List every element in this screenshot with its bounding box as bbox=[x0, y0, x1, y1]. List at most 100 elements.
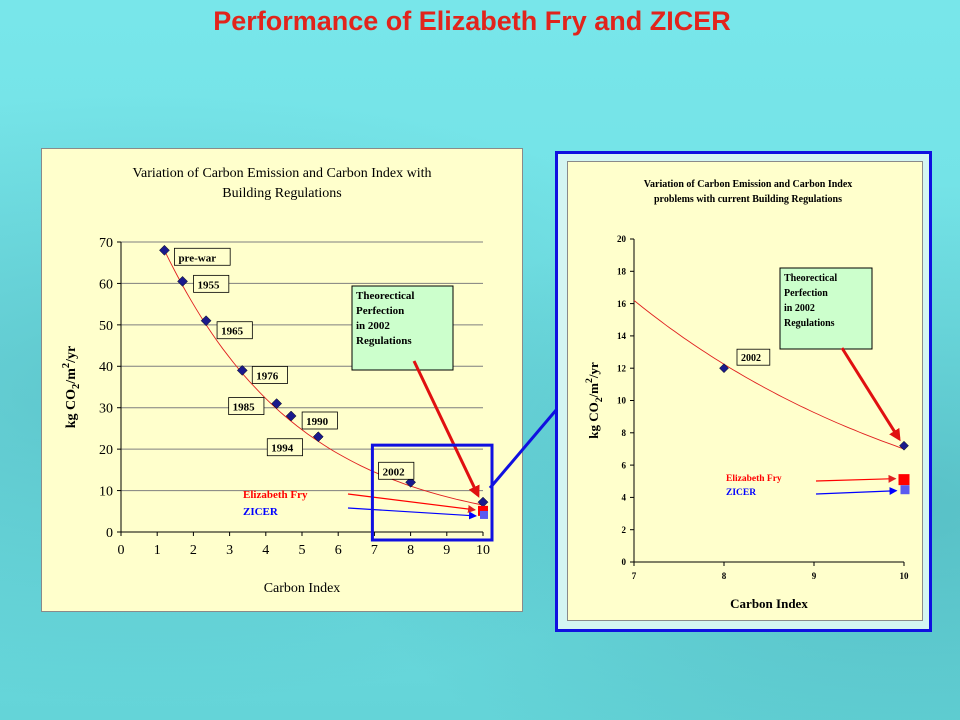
point-label-box bbox=[378, 461, 415, 480]
point-label: 1976 bbox=[256, 370, 279, 382]
annotation-arrow bbox=[840, 347, 901, 442]
point-label: 1965 bbox=[221, 326, 244, 338]
annotation-text: in 2002 bbox=[784, 303, 815, 314]
point-label: 2002 bbox=[383, 466, 406, 478]
x-axis-label: Carbon Index bbox=[264, 581, 341, 596]
x-tick-label: 0 bbox=[118, 543, 125, 558]
y-tick-label: 2 bbox=[622, 525, 627, 535]
x-tick-label: 9 bbox=[443, 543, 450, 558]
x-tick-label: 10 bbox=[900, 571, 910, 581]
point-label-box bbox=[301, 411, 338, 430]
data-point bbox=[177, 276, 188, 287]
chart-left: Variation of Carbon Emission and Carbon … bbox=[41, 148, 523, 612]
point-label: 1990 bbox=[306, 416, 329, 428]
x-tick-label: 1 bbox=[154, 543, 161, 558]
elizabeth-fry-marker bbox=[898, 474, 910, 486]
y-tick-label: 60 bbox=[99, 277, 113, 292]
data-point bbox=[236, 365, 248, 376]
point-label-box bbox=[228, 397, 265, 415]
x-tick-label: 10 bbox=[476, 543, 490, 558]
trend-line bbox=[163, 250, 484, 506]
annotation-text: Theorectical bbox=[784, 273, 837, 284]
x-tick-label: 6 bbox=[335, 543, 342, 558]
data-point bbox=[159, 244, 170, 256]
y-tick-label: 20 bbox=[99, 443, 113, 458]
elizabeth-fry-arrow bbox=[815, 474, 897, 483]
point-label: pre-war bbox=[178, 252, 216, 264]
chart-right: Variation of Carbon Emission and Carbon … bbox=[567, 161, 923, 621]
point-label: 2002 bbox=[741, 353, 761, 364]
annotation-text: Theorectical bbox=[356, 290, 414, 302]
y-axis-label: kg CO2/m2/yr bbox=[584, 362, 605, 439]
x-tick-label: 2 bbox=[190, 543, 197, 558]
zicer-label: ZICER bbox=[243, 506, 279, 518]
annotation-box bbox=[779, 267, 873, 350]
x-tick-label: 3 bbox=[226, 543, 233, 558]
y-tick-label: 12 bbox=[617, 363, 627, 373]
elizabeth-fry-marker bbox=[478, 505, 488, 516]
zicer-marker bbox=[900, 485, 910, 495]
data-point bbox=[899, 440, 909, 451]
data-point bbox=[271, 398, 283, 409]
x-tick-label: 7 bbox=[632, 571, 637, 581]
x-tick-label: 8 bbox=[722, 571, 727, 581]
chart-left-svg: Variation of Carbon Emission and Carbon … bbox=[61, 166, 494, 596]
zicer-arrow bbox=[347, 507, 477, 520]
slide-title: Performance of Elizabeth Fry and ZICER bbox=[213, 6, 731, 36]
x-tick-label: 5 bbox=[299, 543, 306, 558]
y-tick-label: 10 bbox=[617, 396, 627, 406]
zicer-marker bbox=[480, 510, 488, 519]
y-tick-label: 0 bbox=[622, 557, 627, 567]
point-label: 1985 bbox=[233, 402, 256, 414]
elizabeth-fry-label: Elizabeth Fry bbox=[726, 474, 782, 484]
chart-right-svg: Variation of Carbon Emission and Carbon … bbox=[584, 179, 910, 611]
data-point bbox=[285, 410, 297, 422]
data-point bbox=[405, 476, 416, 488]
y-tick-label: 70 bbox=[99, 236, 113, 251]
x-tick-label: 7 bbox=[371, 543, 378, 558]
y-tick-label: 14 bbox=[617, 331, 627, 341]
y-tick-label: 6 bbox=[622, 460, 627, 470]
y-tick-label: 10 bbox=[99, 484, 113, 499]
point-label: 1955 bbox=[198, 279, 221, 291]
x-tick-label: 9 bbox=[812, 571, 817, 581]
trend-line bbox=[633, 300, 905, 450]
chart-title-line: Building Regulations bbox=[222, 186, 341, 201]
annotation-text: Perfection bbox=[784, 288, 828, 299]
annotation-text: Perfection bbox=[356, 305, 404, 317]
zicer-label: ZICER bbox=[726, 488, 756, 498]
point-label-box bbox=[193, 274, 230, 293]
y-tick-label: 20 bbox=[617, 234, 627, 244]
x-tick-label: 4 bbox=[262, 543, 269, 558]
x-tick-label: 8 bbox=[407, 543, 414, 558]
chart-title-line: Variation of Carbon Emission and Carbon … bbox=[132, 166, 431, 181]
elizabeth-fry-label: Elizabeth Fry bbox=[243, 489, 308, 501]
annotation-text: Regulations bbox=[356, 335, 412, 347]
annotation-text: Regulations bbox=[784, 318, 835, 329]
chart-title-line: problems with current Building Regulatio… bbox=[654, 194, 842, 205]
point-label-box bbox=[736, 348, 771, 366]
y-tick-label: 30 bbox=[99, 402, 113, 417]
y-tick-label: 40 bbox=[99, 360, 113, 375]
annotation-box bbox=[351, 285, 454, 371]
zoom-frame: Variation of Carbon Emission and Carbon … bbox=[555, 151, 932, 632]
zoom-connector-line bbox=[488, 408, 559, 489]
y-tick-label: 18 bbox=[617, 266, 627, 276]
elizabeth-fry-arrow bbox=[347, 493, 476, 513]
annotation-arrow bbox=[412, 360, 480, 498]
data-point bbox=[312, 431, 324, 443]
y-tick-label: 4 bbox=[622, 493, 627, 503]
y-axis-label: kg CO2/m2/yr bbox=[61, 346, 82, 428]
point-label-box bbox=[174, 247, 231, 266]
data-point bbox=[719, 363, 729, 374]
y-tick-label: 0 bbox=[106, 526, 113, 541]
y-tick-label: 16 bbox=[617, 299, 627, 309]
y-tick-label: 8 bbox=[622, 428, 627, 438]
zoom-region-box bbox=[370, 443, 494, 542]
point-label-box bbox=[266, 438, 303, 457]
zicer-arrow bbox=[815, 486, 898, 495]
data-point bbox=[200, 315, 212, 327]
annotation-text: in 2002 bbox=[356, 320, 390, 332]
point-label-box bbox=[216, 321, 253, 340]
